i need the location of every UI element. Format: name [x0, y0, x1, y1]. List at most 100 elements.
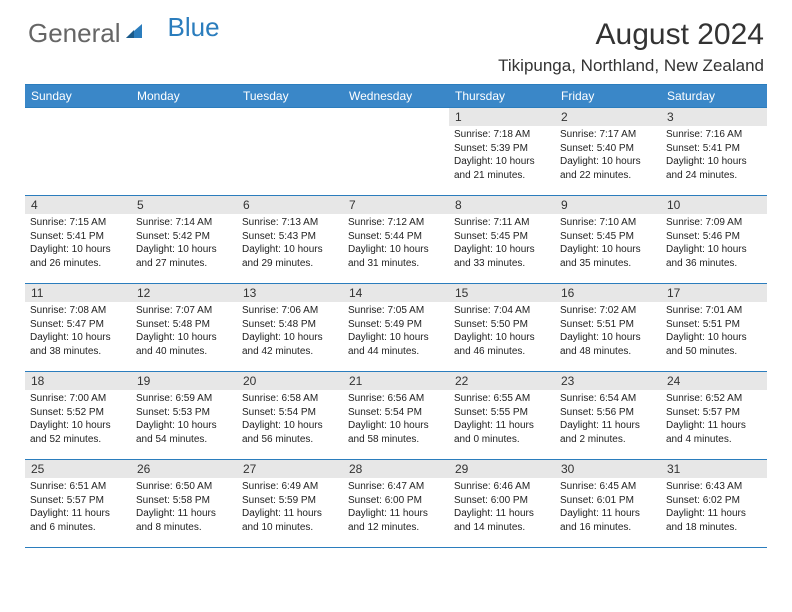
calendar-cell: 15Sunrise: 7:04 AMSunset: 5:50 PMDayligh… [449, 284, 555, 372]
calendar-row: 1Sunrise: 7:18 AMSunset: 5:39 PMDaylight… [25, 108, 767, 196]
calendar-cell: 8Sunrise: 7:11 AMSunset: 5:45 PMDaylight… [449, 196, 555, 284]
day-number: 13 [237, 284, 343, 302]
calendar-cell: 4Sunrise: 7:15 AMSunset: 5:41 PMDaylight… [25, 196, 131, 284]
calendar-cell: 9Sunrise: 7:10 AMSunset: 5:45 PMDaylight… [555, 196, 661, 284]
calendar-header-row: SundayMondayTuesdayWednesdayThursdayFrid… [25, 85, 767, 108]
day-info: Sunrise: 6:51 AMSunset: 5:57 PMDaylight:… [25, 478, 131, 538]
day-number: 6 [237, 196, 343, 214]
calendar-cell [25, 108, 131, 196]
day-info: Sunrise: 7:02 AMSunset: 5:51 PMDaylight:… [555, 302, 661, 362]
day-number: 7 [343, 196, 449, 214]
logo-text-general: General [28, 18, 121, 49]
day-info: Sunrise: 6:54 AMSunset: 5:56 PMDaylight:… [555, 390, 661, 450]
day-number: 28 [343, 460, 449, 478]
day-number: 21 [343, 372, 449, 390]
calendar-cell: 31Sunrise: 6:43 AMSunset: 6:02 PMDayligh… [661, 460, 767, 548]
logo: General Blue [28, 18, 220, 49]
calendar-cell [131, 108, 237, 196]
calendar-cell: 14Sunrise: 7:05 AMSunset: 5:49 PMDayligh… [343, 284, 449, 372]
day-info: Sunrise: 7:17 AMSunset: 5:40 PMDaylight:… [555, 126, 661, 186]
weekday-header: Tuesday [237, 85, 343, 108]
day-number: 9 [555, 196, 661, 214]
weekday-header: Saturday [661, 85, 767, 108]
weekday-header: Monday [131, 85, 237, 108]
calendar-cell: 25Sunrise: 6:51 AMSunset: 5:57 PMDayligh… [25, 460, 131, 548]
empty-cell [25, 108, 131, 126]
calendar-cell: 29Sunrise: 6:46 AMSunset: 6:00 PMDayligh… [449, 460, 555, 548]
day-info: Sunrise: 7:13 AMSunset: 5:43 PMDaylight:… [237, 214, 343, 274]
calendar-cell: 24Sunrise: 6:52 AMSunset: 5:57 PMDayligh… [661, 372, 767, 460]
day-number: 27 [237, 460, 343, 478]
title-block: August 2024 Tikipunga, Northland, New Ze… [498, 18, 764, 76]
calendar-cell [237, 108, 343, 196]
day-info: Sunrise: 6:50 AMSunset: 5:58 PMDaylight:… [131, 478, 237, 538]
calendar-cell: 1Sunrise: 7:18 AMSunset: 5:39 PMDaylight… [449, 108, 555, 196]
day-number: 16 [555, 284, 661, 302]
day-number: 2 [555, 108, 661, 126]
day-info: Sunrise: 7:10 AMSunset: 5:45 PMDaylight:… [555, 214, 661, 274]
day-number: 18 [25, 372, 131, 390]
day-number: 1 [449, 108, 555, 126]
day-number: 31 [661, 460, 767, 478]
day-info: Sunrise: 6:55 AMSunset: 5:55 PMDaylight:… [449, 390, 555, 450]
calendar-cell: 28Sunrise: 6:47 AMSunset: 6:00 PMDayligh… [343, 460, 449, 548]
day-number: 4 [25, 196, 131, 214]
location-text: Tikipunga, Northland, New Zealand [498, 56, 764, 76]
day-number: 12 [131, 284, 237, 302]
day-info: Sunrise: 7:15 AMSunset: 5:41 PMDaylight:… [25, 214, 131, 274]
calendar-cell: 12Sunrise: 7:07 AMSunset: 5:48 PMDayligh… [131, 284, 237, 372]
empty-cell [343, 108, 449, 126]
day-info: Sunrise: 7:06 AMSunset: 5:48 PMDaylight:… [237, 302, 343, 362]
calendar-row: 18Sunrise: 7:00 AMSunset: 5:52 PMDayligh… [25, 372, 767, 460]
day-info: Sunrise: 7:04 AMSunset: 5:50 PMDaylight:… [449, 302, 555, 362]
calendar-cell: 30Sunrise: 6:45 AMSunset: 6:01 PMDayligh… [555, 460, 661, 548]
day-info: Sunrise: 7:09 AMSunset: 5:46 PMDaylight:… [661, 214, 767, 274]
day-number: 8 [449, 196, 555, 214]
calendar-cell: 22Sunrise: 6:55 AMSunset: 5:55 PMDayligh… [449, 372, 555, 460]
calendar-cell [343, 108, 449, 196]
day-info: Sunrise: 7:01 AMSunset: 5:51 PMDaylight:… [661, 302, 767, 362]
day-info: Sunrise: 6:43 AMSunset: 6:02 PMDaylight:… [661, 478, 767, 538]
calendar-cell: 5Sunrise: 7:14 AMSunset: 5:42 PMDaylight… [131, 196, 237, 284]
calendar-cell: 27Sunrise: 6:49 AMSunset: 5:59 PMDayligh… [237, 460, 343, 548]
day-number: 26 [131, 460, 237, 478]
day-info: Sunrise: 7:11 AMSunset: 5:45 PMDaylight:… [449, 214, 555, 274]
calendar-cell: 18Sunrise: 7:00 AMSunset: 5:52 PMDayligh… [25, 372, 131, 460]
day-info: Sunrise: 6:58 AMSunset: 5:54 PMDaylight:… [237, 390, 343, 450]
calendar-cell: 19Sunrise: 6:59 AMSunset: 5:53 PMDayligh… [131, 372, 237, 460]
day-info: Sunrise: 6:59 AMSunset: 5:53 PMDaylight:… [131, 390, 237, 450]
calendar-cell: 21Sunrise: 6:56 AMSunset: 5:54 PMDayligh… [343, 372, 449, 460]
calendar-cell: 10Sunrise: 7:09 AMSunset: 5:46 PMDayligh… [661, 196, 767, 284]
day-info: Sunrise: 6:49 AMSunset: 5:59 PMDaylight:… [237, 478, 343, 538]
day-number: 15 [449, 284, 555, 302]
day-info: Sunrise: 7:14 AMSunset: 5:42 PMDaylight:… [131, 214, 237, 274]
day-number: 29 [449, 460, 555, 478]
day-info: Sunrise: 6:56 AMSunset: 5:54 PMDaylight:… [343, 390, 449, 450]
calendar-body: 1Sunrise: 7:18 AMSunset: 5:39 PMDaylight… [25, 108, 767, 548]
calendar-cell: 3Sunrise: 7:16 AMSunset: 5:41 PMDaylight… [661, 108, 767, 196]
day-info: Sunrise: 7:05 AMSunset: 5:49 PMDaylight:… [343, 302, 449, 362]
calendar-cell: 2Sunrise: 7:17 AMSunset: 5:40 PMDaylight… [555, 108, 661, 196]
day-info: Sunrise: 7:18 AMSunset: 5:39 PMDaylight:… [449, 126, 555, 186]
empty-cell [131, 108, 237, 126]
day-info: Sunrise: 6:45 AMSunset: 6:01 PMDaylight:… [555, 478, 661, 538]
day-number: 17 [661, 284, 767, 302]
weekday-header: Thursday [449, 85, 555, 108]
day-number: 24 [661, 372, 767, 390]
calendar-row: 11Sunrise: 7:08 AMSunset: 5:47 PMDayligh… [25, 284, 767, 372]
calendar-cell: 7Sunrise: 7:12 AMSunset: 5:44 PMDaylight… [343, 196, 449, 284]
day-info: Sunrise: 6:46 AMSunset: 6:00 PMDaylight:… [449, 478, 555, 538]
empty-cell [237, 108, 343, 126]
weekday-header: Friday [555, 85, 661, 108]
calendar-cell: 13Sunrise: 7:06 AMSunset: 5:48 PMDayligh… [237, 284, 343, 372]
header: General Blue August 2024 Tikipunga, Nort… [0, 0, 792, 84]
day-number: 19 [131, 372, 237, 390]
day-number: 3 [661, 108, 767, 126]
day-info: Sunrise: 7:16 AMSunset: 5:41 PMDaylight:… [661, 126, 767, 186]
day-number: 14 [343, 284, 449, 302]
calendar-cell: 26Sunrise: 6:50 AMSunset: 5:58 PMDayligh… [131, 460, 237, 548]
calendar-table: SundayMondayTuesdayWednesdayThursdayFrid… [25, 84, 767, 548]
day-info: Sunrise: 7:12 AMSunset: 5:44 PMDaylight:… [343, 214, 449, 274]
day-number: 20 [237, 372, 343, 390]
logo-text-blue: Blue [168, 12, 220, 43]
